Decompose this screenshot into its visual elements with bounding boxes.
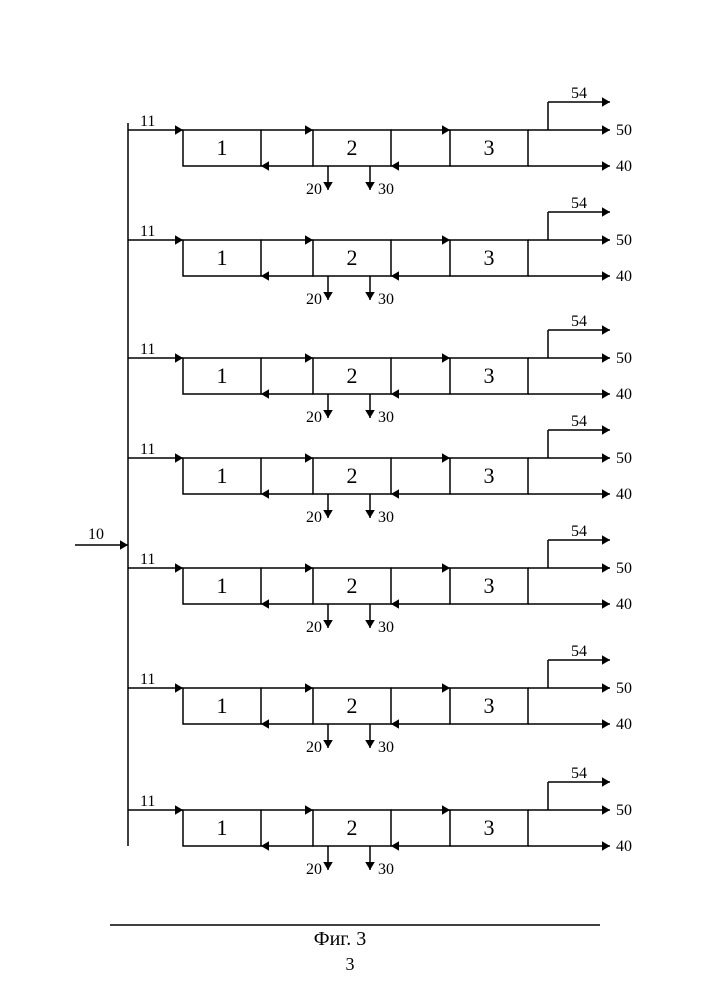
- out-54-label: 54: [571, 313, 587, 330]
- figure-caption: Фиг. 3: [314, 928, 366, 950]
- branch-label: 11: [140, 793, 155, 810]
- branch-label: 11: [140, 223, 155, 240]
- trunk: 10: [75, 123, 128, 846]
- out-30-label: 30: [378, 739, 394, 756]
- out-50-label: 50: [616, 802, 632, 819]
- out-54-label: 54: [571, 765, 587, 782]
- out-40-label: 40: [616, 386, 632, 403]
- page-number: 3: [346, 954, 355, 974]
- out-50-label: 50: [616, 680, 632, 697]
- out-20-label: 20: [306, 181, 322, 198]
- out-30-label: 30: [378, 509, 394, 526]
- out-30-label: 30: [378, 861, 394, 878]
- out-20-label: 20: [306, 739, 322, 756]
- row-3: 111235040542030: [128, 313, 632, 426]
- out-40-label: 40: [616, 838, 632, 855]
- box-2-label: 2: [347, 693, 358, 718]
- box-3-label: 3: [484, 815, 495, 840]
- box-2-label: 2: [347, 245, 358, 270]
- out-54-label: 54: [571, 643, 587, 660]
- box-3-label: 3: [484, 573, 495, 598]
- box-1-label: 1: [217, 815, 228, 840]
- out-40-label: 40: [616, 158, 632, 175]
- out-20-label: 20: [306, 409, 322, 426]
- box-1-label: 1: [217, 363, 228, 388]
- out-40-label: 40: [616, 596, 632, 613]
- branch-label: 11: [140, 551, 155, 568]
- out-54-label: 54: [571, 195, 587, 212]
- branch-label: 11: [140, 671, 155, 688]
- box-1-label: 1: [217, 693, 228, 718]
- box-3-label: 3: [484, 245, 495, 270]
- out-30-label: 30: [378, 291, 394, 308]
- box-3-label: 3: [484, 693, 495, 718]
- out-20-label: 20: [306, 291, 322, 308]
- out-50-label: 50: [616, 450, 632, 467]
- box-3-label: 3: [484, 135, 495, 160]
- box-2-label: 2: [347, 363, 358, 388]
- out-20-label: 20: [306, 861, 322, 878]
- out-40-label: 40: [616, 716, 632, 733]
- box-1-label: 1: [217, 245, 228, 270]
- branch-label: 11: [140, 441, 155, 458]
- out-50-label: 50: [616, 232, 632, 249]
- box-1-label: 1: [217, 463, 228, 488]
- row-4: 111235040542030: [128, 413, 632, 526]
- row-5: 111235040542030: [128, 523, 632, 636]
- row-2: 111235040542030: [128, 195, 632, 308]
- out-54-label: 54: [571, 85, 587, 102]
- out-30-label: 30: [378, 619, 394, 636]
- row-1: 111235040542030: [128, 85, 632, 198]
- out-20-label: 20: [306, 509, 322, 526]
- box-2-label: 2: [347, 135, 358, 160]
- out-54-label: 54: [571, 413, 587, 430]
- out-40-label: 40: [616, 268, 632, 285]
- box-1-label: 1: [217, 135, 228, 160]
- branch-label: 11: [140, 341, 155, 358]
- out-54-label: 54: [571, 523, 587, 540]
- out-20-label: 20: [306, 619, 322, 636]
- box-2-label: 2: [347, 815, 358, 840]
- branch-label: 11: [140, 113, 155, 130]
- out-50-label: 50: [616, 122, 632, 139]
- out-50-label: 50: [616, 350, 632, 367]
- out-40-label: 40: [616, 486, 632, 503]
- trunk-input-label: 10: [88, 526, 104, 543]
- box-3-label: 3: [484, 363, 495, 388]
- box-3-label: 3: [484, 463, 495, 488]
- row-7: 111235040542030: [128, 765, 632, 878]
- box-2-label: 2: [347, 573, 358, 598]
- box-2-label: 2: [347, 463, 358, 488]
- out-30-label: 30: [378, 409, 394, 426]
- row-6: 111235040542030: [128, 643, 632, 756]
- out-50-label: 50: [616, 560, 632, 577]
- out-30-label: 30: [378, 181, 394, 198]
- box-1-label: 1: [217, 573, 228, 598]
